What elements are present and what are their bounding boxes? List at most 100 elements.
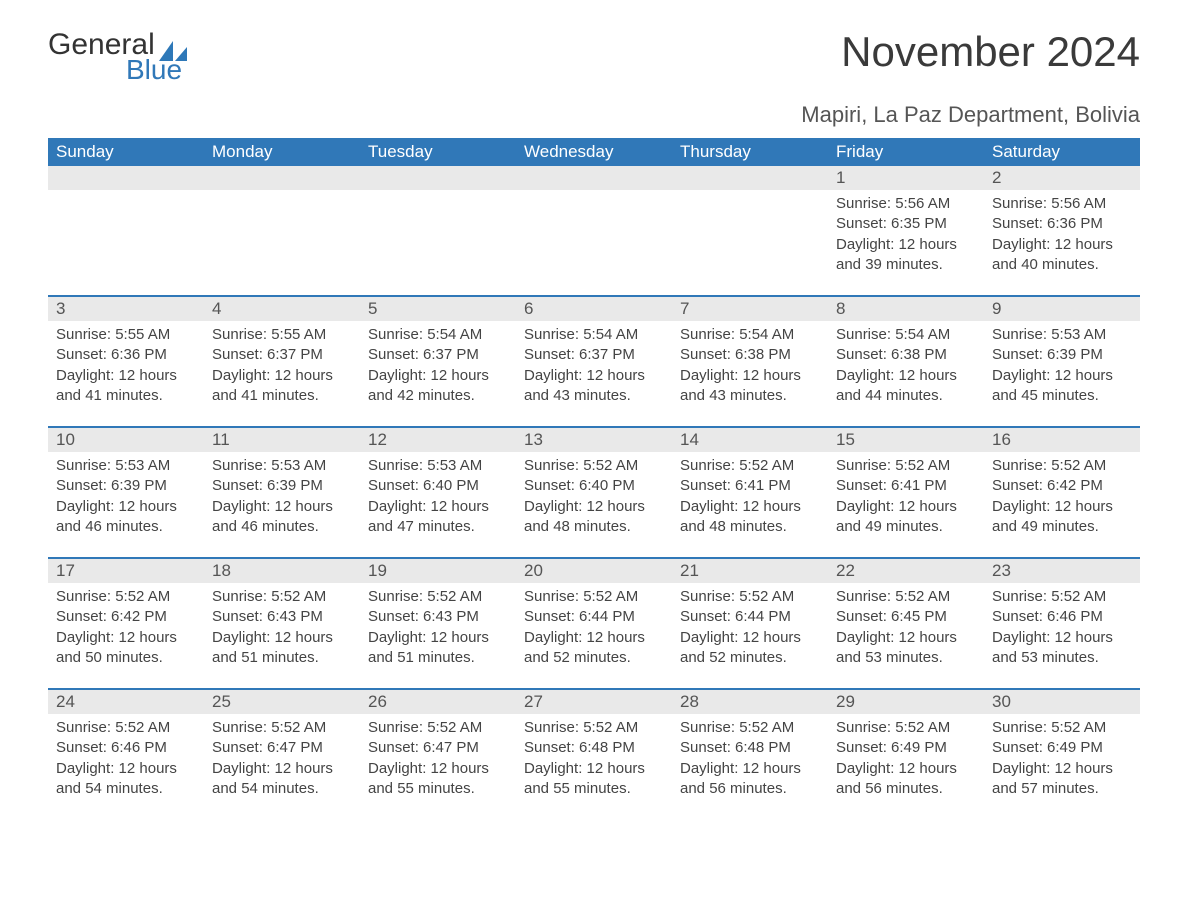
day-details: Sunrise: 5:52 AMSunset: 6:40 PMDaylight:… [524,456,664,537]
daylight-line: Daylight: 12 hours and 54 minutes. [56,759,196,800]
daylight-line: Daylight: 12 hours and 54 minutes. [212,759,352,800]
day-details: Sunrise: 5:54 AMSunset: 6:38 PMDaylight:… [836,325,976,406]
day-number: 17 [48,559,204,583]
day-details: Sunrise: 5:54 AMSunset: 6:37 PMDaylight:… [524,325,664,406]
day-number: 29 [828,690,984,714]
day-number: 23 [984,559,1140,583]
daylight-line: Daylight: 12 hours and 51 minutes. [368,628,508,669]
sunset-line: Sunset: 6:40 PM [524,476,664,496]
sunrise-line: Sunrise: 5:53 AM [992,325,1132,345]
daylight-line: Daylight: 12 hours and 49 minutes. [836,497,976,538]
day-number: 3 [48,297,204,321]
day-details: Sunrise: 5:52 AMSunset: 6:45 PMDaylight:… [836,587,976,668]
day-number: 27 [516,690,672,714]
calendar-cell: 30Sunrise: 5:52 AMSunset: 6:49 PMDayligh… [984,689,1140,819]
daylight-line: Daylight: 12 hours and 56 minutes. [680,759,820,800]
sunset-line: Sunset: 6:36 PM [992,214,1132,234]
logo: General Blue [48,28,187,86]
sunrise-line: Sunrise: 5:52 AM [212,587,352,607]
sunrise-line: Sunrise: 5:52 AM [212,718,352,738]
day-details: Sunrise: 5:52 AMSunset: 6:43 PMDaylight:… [368,587,508,668]
sunset-line: Sunset: 6:46 PM [56,738,196,758]
sunrise-line: Sunrise: 5:55 AM [212,325,352,345]
day-number: 19 [360,559,516,583]
day-details: Sunrise: 5:52 AMSunset: 6:49 PMDaylight:… [836,718,976,799]
sunset-line: Sunset: 6:43 PM [368,607,508,627]
sunrise-line: Sunrise: 5:52 AM [368,718,508,738]
sunset-line: Sunset: 6:43 PM [212,607,352,627]
sunrise-line: Sunrise: 5:52 AM [524,718,664,738]
sunrise-line: Sunrise: 5:53 AM [212,456,352,476]
sunset-line: Sunset: 6:37 PM [524,345,664,365]
calendar-cell: 24Sunrise: 5:52 AMSunset: 6:46 PMDayligh… [48,689,204,819]
sunset-line: Sunset: 6:47 PM [368,738,508,758]
day-number: 5 [360,297,516,321]
day-details: Sunrise: 5:52 AMSunset: 6:49 PMDaylight:… [992,718,1132,799]
day-number: 10 [48,428,204,452]
day-details: Sunrise: 5:52 AMSunset: 6:47 PMDaylight:… [368,718,508,799]
day-number: 16 [984,428,1140,452]
weekday-header: Friday [828,138,984,166]
sunrise-line: Sunrise: 5:55 AM [56,325,196,345]
weekday-header: Sunday [48,138,204,166]
day-details: Sunrise: 5:52 AMSunset: 6:44 PMDaylight:… [524,587,664,668]
calendar-cell: 5Sunrise: 5:54 AMSunset: 6:37 PMDaylight… [360,296,516,427]
calendar-row: 10Sunrise: 5:53 AMSunset: 6:39 PMDayligh… [48,427,1140,558]
day-number: 6 [516,297,672,321]
page-title: November 2024 [841,28,1140,76]
day-details: Sunrise: 5:53 AMSunset: 6:40 PMDaylight:… [368,456,508,537]
day-details: Sunrise: 5:52 AMSunset: 6:41 PMDaylight:… [680,456,820,537]
calendar-cell: 29 Sunrise: 5:52 AMSunset: 6:49 PMDayligh… [828,689,984,819]
sunrise-line: Sunrise: 5:54 AM [836,325,976,345]
daynum-bar-empty [204,166,360,190]
day-details: Sunrise: 5:55 AMSunset: 6:37 PMDaylight:… [212,325,352,406]
day-details: Sunrise: 5:52 AMSunset: 6:48 PMDaylight:… [524,718,664,799]
calendar-cell: 9Sunrise: 5:53 AMSunset: 6:39 PMDaylight… [984,296,1140,427]
day-details: Sunrise: 5:56 AMSunset: 6:35 PMDaylight:… [836,194,976,275]
calendar-cell: 15 Sunrise: 5:52 AMSunset: 6:41 PMDayligh… [828,427,984,558]
weekday-header: Tuesday [360,138,516,166]
calendar-cell: 20Sunrise: 5:52 AMSunset: 6:44 PMDayligh… [516,558,672,689]
day-number: 13 [516,428,672,452]
sunrise-line: Sunrise: 5:52 AM [836,587,976,607]
sunset-line: Sunset: 6:46 PM [992,607,1132,627]
calendar-cell: 27 Sunrise: 5:52 AMSunset: 6:48 PMDayligh… [516,689,672,819]
calendar-row: 17 Sunrise: 5:52 AM Sunset: 6:42 PM Dayligh… [48,558,1140,689]
daylight-line: Daylight: 12 hours and 47 minutes. [368,497,508,538]
sunrise-line: Sunrise: 5:52 AM [992,718,1132,738]
calendar-cell [516,166,672,296]
calendar-cell [48,166,204,296]
sunrise-line: Sunrise: 5:52 AM [836,456,976,476]
calendar-cell: 1Sunrise: 5:56 AMSunset: 6:35 PMDaylight… [828,166,984,296]
daylight-line: Daylight: 12 hours and 49 minutes. [992,497,1132,538]
sunset-line: Sunset: 6:45 PM [836,607,976,627]
sunrise-line: Sunrise: 5:52 AM [680,587,820,607]
day-details: Sunrise: 5:54 AMSunset: 6:38 PMDaylight:… [680,325,820,406]
day-details: Sunrise: 5:52 AMSunset: 6:41 PMDaylight:… [836,456,976,537]
sunset-line: Sunset: 6:44 PM [680,607,820,627]
calendar-cell: 16Sunrise: 5:52 AMSunset: 6:42 PMDayligh… [984,427,1140,558]
calendar-row: 1Sunrise: 5:56 AMSunset: 6:35 PMDaylight… [48,166,1140,296]
calendar-cell: 8Sunrise: 5:54 AMSunset: 6:38 PMDaylight… [828,296,984,427]
daynum-bar-empty [48,166,204,190]
sunset-line: Sunset: 6:42 PM [56,607,196,627]
daylight-line: Daylight: 12 hours and 53 minutes. [992,628,1132,669]
daylight-line: Daylight: 12 hours and 52 minutes. [524,628,664,669]
sunrise-line: Sunrise: 5:56 AM [992,194,1132,214]
sunrise-line: Sunrise: 5:52 AM [992,456,1132,476]
day-details: Sunrise: 5:56 AMSunset: 6:36 PMDaylight:… [992,194,1132,275]
calendar-cell: 14Sunrise: 5:52 AMSunset: 6:41 PMDayligh… [672,427,828,558]
sunrise-line: Sunrise: 5:52 AM [680,718,820,738]
sail-icon [159,35,187,55]
sunset-line: Sunset: 6:49 PM [836,738,976,758]
day-details: Sunrise: 5:52 AMSunset: 6:47 PMDaylight:… [212,718,352,799]
calendar-cell: 17Sunrise: 5:52 AMSunset: 6:42 PMDayligh… [48,558,204,689]
calendar-cell [672,166,828,296]
sunrise-line: Sunrise: 5:54 AM [368,325,508,345]
day-number: 12 [360,428,516,452]
sunrise-line: Sunrise: 5:52 AM [836,718,976,738]
day-number: 11 [204,428,360,452]
day-number: 15 [828,428,984,452]
sunrise-line: Sunrise: 5:56 AM [836,194,976,214]
location-subtitle: Mapiri, La Paz Department, Bolivia [48,102,1140,128]
